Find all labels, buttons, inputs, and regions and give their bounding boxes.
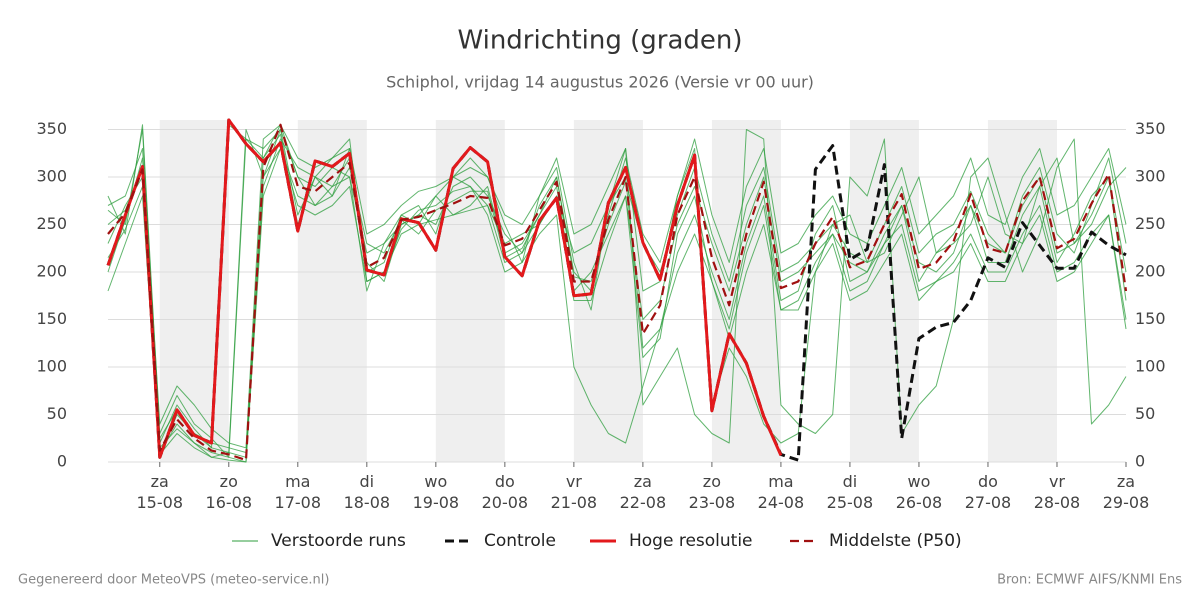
x-tick-label: di 25-08 (827, 472, 874, 512)
x-tick-label: vr 21-08 (551, 472, 598, 512)
x-tick-label: wo 26-08 (896, 472, 943, 512)
footer-left: Gegenereerd door MeteoVPS (meteo-service… (18, 573, 329, 588)
x-tick-label: do 20-08 (482, 472, 529, 512)
ensemble-line (107, 148, 1127, 463)
footer-right: Bron: ECMWF AIFS/KNMI Ens (997, 573, 1182, 588)
chart-subtitle: Schiphol, vrijdag 14 augustus 2026 (Vers… (386, 73, 814, 92)
y2-tick-label: 0 (1135, 452, 1145, 471)
x-tick-label: za 22-08 (620, 472, 667, 512)
series-line (106, 118, 783, 459)
day-band (297, 120, 367, 462)
y-tick-label: 50 (47, 404, 67, 423)
legend-label: Hoge resolutie (629, 531, 753, 551)
legend-label: Middelste (P50) (829, 531, 962, 551)
x-tick-label: di 18-08 (344, 472, 391, 512)
y-tick-label: 300 (36, 167, 67, 186)
y-tick-label: 150 (36, 309, 67, 328)
y-tick-label: 0 (57, 452, 67, 471)
y2-tick-label: 300 (1135, 167, 1166, 186)
y2-tick-label: 100 (1135, 357, 1166, 376)
chart-title: Windrichting (graden) (457, 26, 742, 56)
series-line (107, 123, 1128, 462)
y2-tick-label: 350 (1135, 119, 1166, 138)
x-tick-label: wo 19-08 (413, 472, 460, 512)
y2-tick-label: 50 (1135, 404, 1155, 423)
y2-tick-label: 150 (1135, 309, 1166, 328)
ensemble-line (107, 129, 1127, 458)
day-band (435, 120, 505, 462)
x-tick-label: ma 17-08 (275, 472, 322, 512)
series-line (106, 118, 1127, 462)
y-tick-label: 200 (36, 262, 67, 281)
ensemble-line (107, 129, 1127, 458)
legend-label: Controle (484, 531, 556, 551)
x-tick-label: zo 23-08 (689, 472, 736, 512)
x-tick-label: ma 24-08 (758, 472, 805, 512)
y2-tick-label: 200 (1135, 262, 1166, 281)
x-tick-label: za 15-08 (137, 472, 184, 512)
y2-tick-label: 250 (1135, 214, 1166, 233)
day-band (987, 120, 1057, 462)
x-tick-label: za 29-08 (1103, 472, 1150, 512)
y-tick-label: 250 (36, 214, 67, 233)
day-band (849, 120, 919, 462)
ensemble-line (107, 124, 1127, 463)
legend-label: Verstoorde runs (271, 531, 406, 551)
ensemble-line (107, 124, 1127, 449)
y-tick-label: 100 (36, 357, 67, 376)
day-band (711, 120, 781, 462)
x-tick-label: zo 16-08 (206, 472, 253, 512)
x-tick-label: do 27-08 (965, 472, 1012, 512)
y-tick-label: 350 (36, 119, 67, 138)
x-tick-label: vr 28-08 (1034, 472, 1081, 512)
